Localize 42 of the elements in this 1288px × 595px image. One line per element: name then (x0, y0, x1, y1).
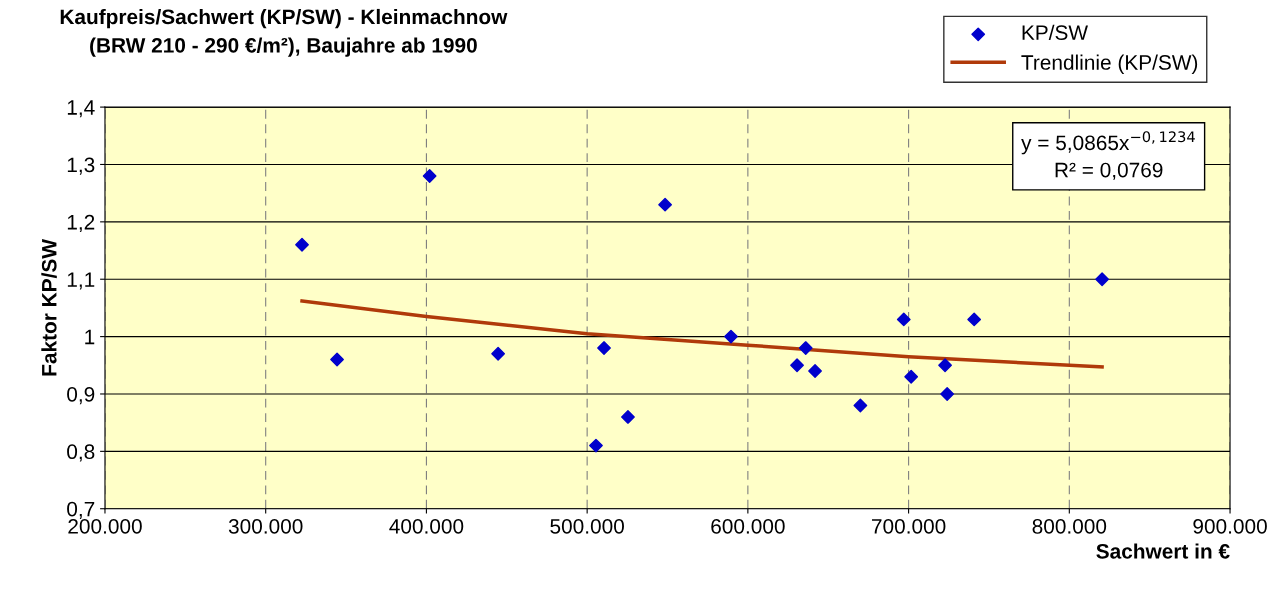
point (330, 352, 344, 367)
x-tick-label: 500.000 (550, 519, 624, 534)
y-tick-label: 0,8 (67, 444, 95, 462)
point (938, 358, 952, 373)
text: y = 5,0865x$^{−0,1234}$ R² = 0,0769 (1021, 131, 1195, 180)
legend-label: Trendlinie (KP/SW) (1021, 54, 1198, 74)
y-tick-label: 0,9 (67, 386, 95, 405)
line-series (300, 299, 1104, 369)
x-tick-label: 800.000 (1032, 519, 1107, 534)
y-tick-label: 1,4 (67, 100, 95, 118)
legend-label: KP/SW (1022, 24, 1088, 40)
point (940, 387, 955, 401)
point (658, 197, 673, 212)
point (798, 341, 813, 355)
x-tick-label: 600.000 (711, 519, 785, 534)
x-axis-title: Sachwert in € (1096, 543, 1230, 559)
point (904, 369, 919, 384)
x-tick-label: 400.000 (389, 519, 464, 534)
y-tick-label: 1,3 (67, 157, 95, 175)
point (967, 312, 982, 327)
x-tick-label: 900.000 (1193, 519, 1267, 534)
x-tick-label: 200.000 (68, 519, 142, 534)
point (491, 346, 506, 361)
y-tick-label: 1,2 (67, 214, 95, 233)
point (597, 341, 611, 355)
y-tick-label: 1 (85, 329, 95, 345)
point (790, 358, 804, 373)
y-tick-label: 1,1 (67, 272, 95, 290)
point (1095, 272, 1110, 287)
point (589, 438, 603, 453)
point (853, 398, 868, 413)
y-tick-label: 0,7 (67, 501, 95, 519)
y-axis-title: Faktor KP/SW (41, 239, 57, 376)
x-tick-label: 700.000 (872, 519, 946, 534)
point (896, 312, 911, 327)
point (808, 364, 822, 378)
point (295, 237, 309, 252)
point (724, 329, 738, 344)
chart-title: Kaufpreis/Sachwert (KP/SW) - Kleinmachnow (BRW 210 - 290 €/m²), Baujahre ab 1990 (60, 8, 508, 57)
x-tick-label: 300.000 (228, 519, 303, 534)
point (621, 410, 635, 424)
point (422, 169, 437, 183)
